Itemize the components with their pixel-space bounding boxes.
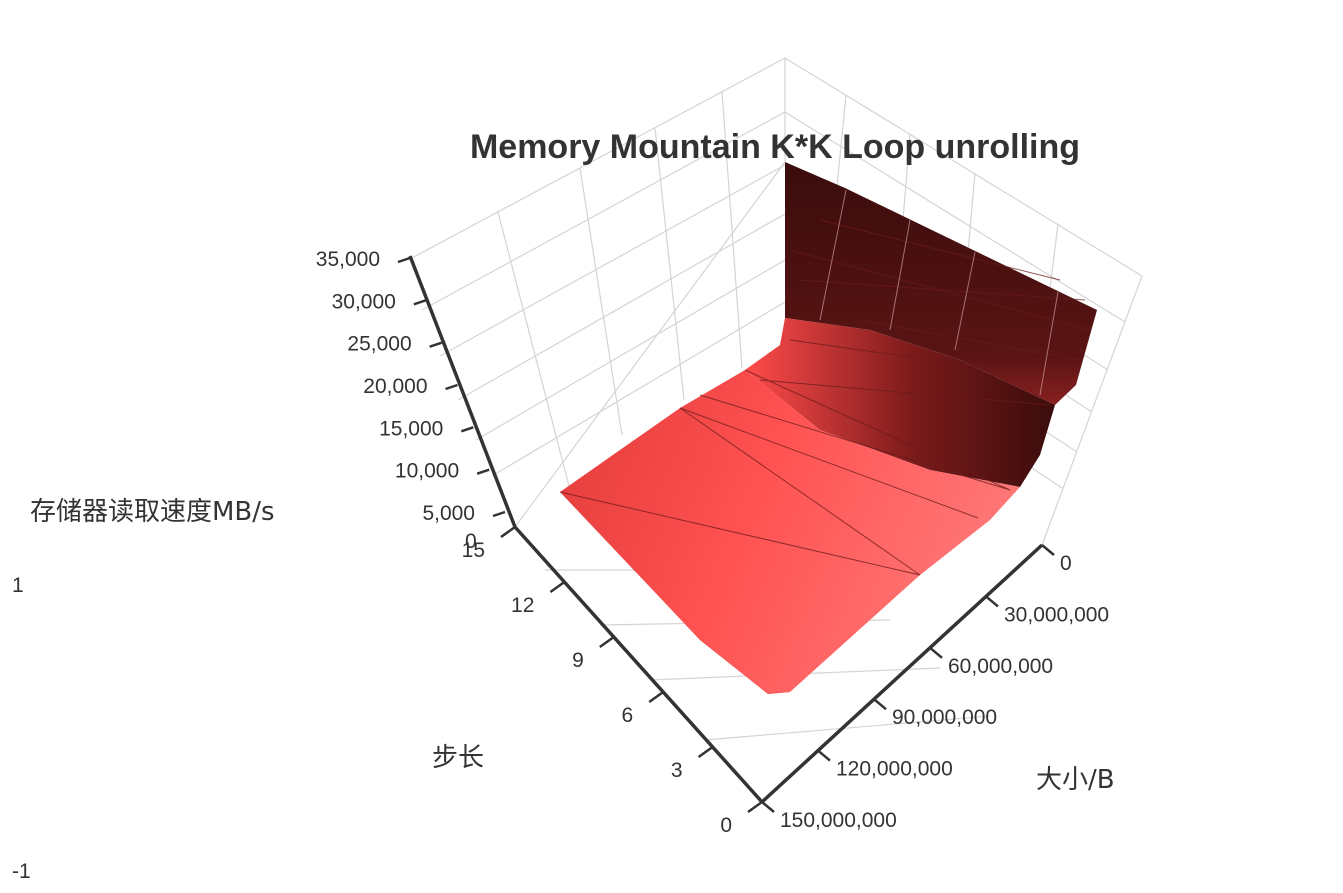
- grid-line: [475, 259, 786, 441]
- x-tick-mark: [929, 646, 943, 659]
- x-tick-mark: [985, 595, 999, 608]
- x-tick-label: 90,000,000: [892, 706, 997, 729]
- surface-mesh-lines: [559, 219, 1091, 576]
- grid-line: [704, 715, 991, 741]
- chart-title: Memory Mountain K*K Loop unrolling: [470, 128, 1080, 166]
- z-tick-label: 15,000: [379, 417, 443, 440]
- grid-line: [784, 111, 1126, 323]
- z-tick-mark: [445, 383, 458, 391]
- y-tick-label: 12: [511, 594, 534, 617]
- y-tick-marks: [500, 525, 763, 814]
- grid-line: [457, 213, 786, 401]
- z-tick-mark: [429, 341, 443, 348]
- x-axis-line: [760, 543, 1044, 804]
- grid-line: [439, 164, 786, 357]
- y-tick-label: 6: [622, 704, 634, 727]
- wall-grid-overlay: [819, 189, 1059, 396]
- y-tick-label: 15: [462, 539, 485, 562]
- z-tick-mark: [413, 299, 427, 306]
- grid-line: [497, 211, 571, 491]
- z-tick-label: 25,000: [347, 333, 411, 356]
- z-tick-mark: [476, 468, 490, 475]
- axes: [408, 255, 1044, 804]
- x-tick-label: 0: [1060, 552, 1072, 575]
- z-tick-mark: [397, 256, 411, 264]
- x-axis-title: 大小/B: [1036, 765, 1115, 795]
- z-tick-labels: 5,000 10,000 15,000 20,000 25,000 30,000 35,00…: [316, 248, 475, 525]
- y-tick-label: 0: [720, 814, 732, 837]
- surface-plateau: [560, 370, 1020, 694]
- y-tick-mark: [599, 635, 615, 649]
- x-tick-marks: [761, 544, 1055, 813]
- z-tick-label: 10,000: [395, 460, 459, 483]
- z-tick-marks: [397, 256, 506, 518]
- y-tick-labels: 0 3 6 9 12 15: [462, 539, 732, 837]
- back-right-plane: [784, 57, 1143, 546]
- x-tick-label: 60,000,000: [948, 655, 1053, 678]
- slider-top-label: 1: [12, 574, 24, 597]
- grid-line: [579, 167, 623, 436]
- z-tick-label: 20,000: [363, 375, 427, 398]
- surface: [559, 162, 1097, 694]
- x-tick-label: 30,000,000: [1004, 603, 1109, 626]
- x-tick-mark: [873, 698, 887, 711]
- y-tick-mark: [747, 800, 763, 814]
- x-tick-label: 120,000,000: [836, 758, 953, 781]
- y-axis-line: [513, 525, 764, 804]
- y-tick-label: 9: [572, 649, 584, 672]
- x-tick-mark: [1041, 544, 1055, 556]
- z-tick-mark: [460, 426, 474, 433]
- y-tick-label: 3: [671, 759, 683, 782]
- y-tick-mark: [500, 525, 516, 539]
- z-tick-label: 30,000: [332, 290, 396, 313]
- y-tick-mark: [697, 745, 714, 759]
- z-tick-label: 35,000: [316, 248, 380, 271]
- back-left-plane: [411, 56, 786, 528]
- z-axis-title: 存储器读取速度MB/s: [30, 497, 275, 527]
- z-zero-tick-label: 0: [465, 530, 477, 553]
- surface-ridge: [745, 318, 1055, 487]
- z-axis-line: [408, 255, 517, 528]
- slider-bottom-label: -1: [12, 860, 31, 883]
- y-axis-title: 步长: [432, 743, 484, 773]
- x-tick-mark: [817, 749, 831, 762]
- x-tick-labels: 0 30,000,000 60,000,000 90,000,000 120,000,0…: [780, 552, 1109, 832]
- grid-line: [721, 91, 743, 369]
- y-tick-mark: [549, 580, 566, 594]
- z-tick-label: 5,000: [422, 502, 475, 525]
- grid-line: [491, 301, 786, 477]
- x-tick-mark: [761, 801, 775, 813]
- grid-line: [654, 127, 685, 401]
- y-tick-mark: [648, 690, 664, 704]
- grid-line: [421, 111, 786, 311]
- surface-back-wall: [785, 162, 1097, 405]
- x-tick-label: 150,000,000: [780, 809, 897, 832]
- z-tick-mark: [492, 510, 506, 518]
